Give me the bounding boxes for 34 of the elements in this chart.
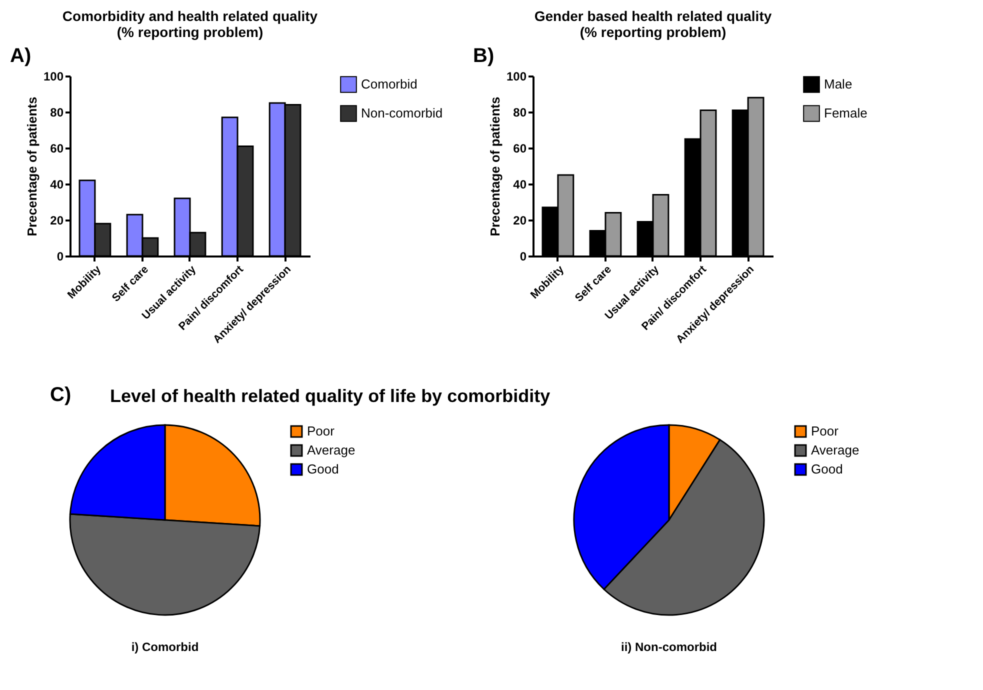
legend-label: Male [824, 76, 852, 92]
y-tick-label: 0 [56, 250, 64, 264]
text: B) [473, 45, 494, 67]
legend-label: Female [824, 106, 868, 120]
y-tick-label: 20 [50, 214, 64, 228]
text: C) [50, 384, 72, 406]
text: Level of health related quality of life by comorbidity [110, 386, 550, 406]
legend-label: Poor [811, 424, 840, 438]
x-tick-label: Self care [573, 264, 614, 304]
y-tick-label: 20 [513, 214, 527, 228]
y-axis-title: Precentage of patients [487, 96, 502, 236]
y-tick-label: 60 [50, 142, 64, 156]
text: i) Comorbid [131, 640, 199, 654]
legend-label: Non-comorbid [361, 106, 443, 120]
legend-label: Poor [307, 424, 336, 438]
legend-label: Good [307, 462, 339, 476]
y-axis-title: Precentage of patients [24, 96, 40, 236]
chart-title: Comorbidity and health related quality (% reporting problem) [62, 8, 318, 40]
y-tick-label: 60 [513, 142, 527, 156]
y-tick-label: 80 [50, 106, 64, 120]
y-tick-label: 100 [506, 70, 527, 84]
y-tick-label: 0 [520, 250, 527, 264]
chart-title: Gender based health related quality (% reporting problem) [534, 8, 772, 40]
y-tick-label: 40 [513, 178, 527, 192]
legend-label: Good [811, 462, 843, 476]
x-tick-label: Self care [110, 264, 151, 304]
legend-label: Comorbid [361, 76, 418, 92]
text: ii) Non-comorbid [621, 640, 717, 654]
legend-label: Average [811, 442, 860, 458]
legend-label: Average [307, 442, 356, 458]
y-tick-label: 100 [43, 70, 64, 84]
y-tick-label: 80 [513, 106, 527, 120]
y-tick-label: 40 [50, 178, 64, 192]
text: A) [10, 45, 32, 67]
